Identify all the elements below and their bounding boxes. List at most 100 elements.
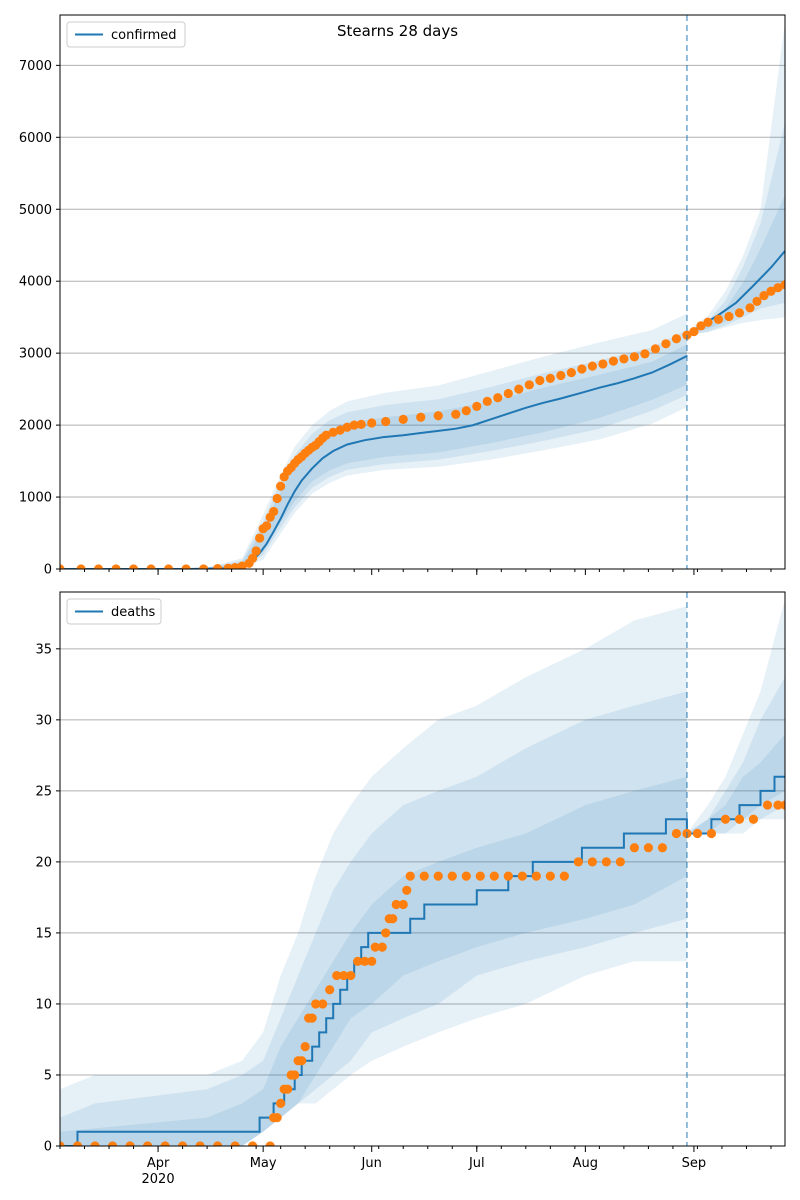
observed-point — [472, 401, 482, 411]
observed-point — [524, 380, 534, 390]
y-tick-label: 5000 — [19, 203, 52, 218]
observed-point — [402, 885, 412, 895]
observed-point — [398, 414, 408, 424]
observed-point — [482, 396, 492, 406]
plot-area — [60, 599, 785, 1146]
observed-point — [163, 564, 174, 569]
observed-point — [199, 564, 209, 569]
observed-point — [748, 814, 759, 824]
observed-point — [724, 311, 734, 322]
observed-point — [160, 1141, 170, 1146]
observed-point — [72, 1141, 83, 1146]
observed-point — [503, 871, 513, 881]
observed-point — [367, 418, 377, 428]
observed-point — [671, 334, 682, 344]
observed-point — [398, 899, 408, 910]
observed-point — [587, 361, 597, 371]
observed-point — [671, 828, 682, 839]
x-tick-label: Aug — [573, 1156, 598, 1171]
observed-point — [381, 416, 391, 427]
observed-point — [367, 956, 377, 966]
observed-point — [493, 393, 503, 403]
observed-point — [332, 970, 342, 981]
legend: deaths — [66, 598, 162, 625]
observed-point — [734, 308, 745, 318]
legend-box — [66, 21, 186, 48]
y-tick-label: 2000 — [19, 419, 52, 434]
y-tick-label: 30 — [35, 713, 52, 728]
observed-point — [290, 1070, 300, 1080]
legend-label: confirmed — [111, 28, 177, 43]
observed-point — [349, 420, 359, 430]
observed-point — [346, 970, 356, 981]
observed-point — [706, 828, 717, 839]
observed-point — [381, 928, 391, 938]
observed-point — [93, 564, 104, 569]
x-tick-label: Jun — [361, 1156, 382, 1171]
y-tick-label: 7000 — [19, 59, 52, 74]
plot-area — [60, 22, 785, 569]
observed-point — [360, 956, 370, 966]
observed-point — [692, 828, 703, 839]
observed-point — [128, 564, 139, 569]
observed-point — [177, 1141, 188, 1146]
observed-point — [514, 384, 524, 394]
observed-point — [517, 871, 527, 881]
observed-point — [535, 375, 545, 386]
observed-point — [335, 425, 345, 435]
observed-point — [745, 303, 755, 313]
observed-point — [601, 857, 611, 867]
observed-point — [556, 370, 566, 381]
uncertainty-band — [60, 606, 687, 1146]
legend: confirmed — [66, 21, 186, 48]
x-tick-label: Jul — [468, 1156, 485, 1171]
observed-point — [237, 561, 247, 569]
observed-point — [248, 1141, 258, 1146]
observed-point — [713, 314, 724, 324]
observed-point — [251, 546, 261, 556]
uncertainty-band — [60, 313, 687, 569]
chart-title: Stearns 28 days — [337, 22, 458, 40]
y-tick-label: 35 — [35, 642, 52, 657]
observed-point — [657, 843, 668, 853]
y-tick-label: 5 — [44, 1068, 52, 1083]
observed-point — [342, 422, 352, 432]
observed-point — [734, 814, 745, 824]
observed-point — [76, 564, 86, 569]
observed-point — [629, 843, 639, 853]
uncertainty-band — [686, 194, 785, 335]
observed-point — [388, 914, 398, 924]
observed-point — [276, 1098, 286, 1108]
observed-point — [262, 521, 272, 531]
observed-point — [531, 871, 541, 881]
x-tick-label: May — [250, 1156, 277, 1171]
observed-point — [269, 506, 279, 517]
plot-frame — [59, 591, 786, 1147]
uncertainty-band — [686, 122, 785, 335]
observed-point — [213, 564, 223, 569]
observed-point — [307, 1013, 317, 1023]
observed-point — [60, 564, 65, 569]
observed-point — [762, 800, 773, 810]
uncertainty-band — [686, 734, 785, 834]
observed-point — [297, 1056, 307, 1066]
observed-point — [661, 339, 671, 349]
observed-point — [230, 562, 240, 569]
observed-point — [780, 280, 785, 290]
observed-point — [598, 359, 608, 369]
observed-point — [447, 871, 457, 881]
observed-point — [566, 367, 576, 378]
y-tick-label: 0 — [44, 563, 52, 578]
observed-point — [272, 1112, 282, 1123]
observed-point — [433, 871, 443, 881]
x-tick-label: Apr — [147, 1156, 170, 1171]
observed-point — [60, 1141, 65, 1146]
observed-point — [503, 388, 513, 399]
observed-point — [111, 564, 121, 569]
x-tick-year-label: 2020 — [142, 1172, 175, 1187]
observed-point — [223, 563, 233, 569]
observed-point — [370, 942, 380, 952]
observed-point — [696, 321, 706, 331]
